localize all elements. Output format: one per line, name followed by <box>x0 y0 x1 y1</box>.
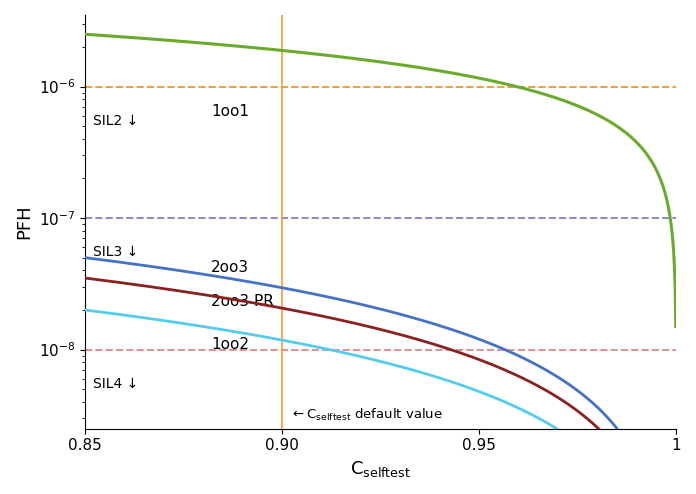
Text: 2oo3 PR: 2oo3 PR <box>211 294 274 309</box>
Text: 1oo2: 1oo2 <box>211 336 249 352</box>
Text: SIL2 ↓: SIL2 ↓ <box>93 114 138 127</box>
Text: $\leftarrow$C$_\mathrm{selftest}$ default value: $\leftarrow$C$_\mathrm{selftest}$ defaul… <box>290 407 443 423</box>
Text: SIL4 ↓: SIL4 ↓ <box>93 377 138 391</box>
Y-axis label: PFH: PFH <box>15 205 33 239</box>
Text: SIL3 ↓: SIL3 ↓ <box>93 245 138 259</box>
Text: 1oo1: 1oo1 <box>211 104 249 119</box>
Text: 2oo3: 2oo3 <box>211 260 249 275</box>
X-axis label: C$_\mathrm{selftest}$: C$_\mathrm{selftest}$ <box>350 459 411 479</box>
